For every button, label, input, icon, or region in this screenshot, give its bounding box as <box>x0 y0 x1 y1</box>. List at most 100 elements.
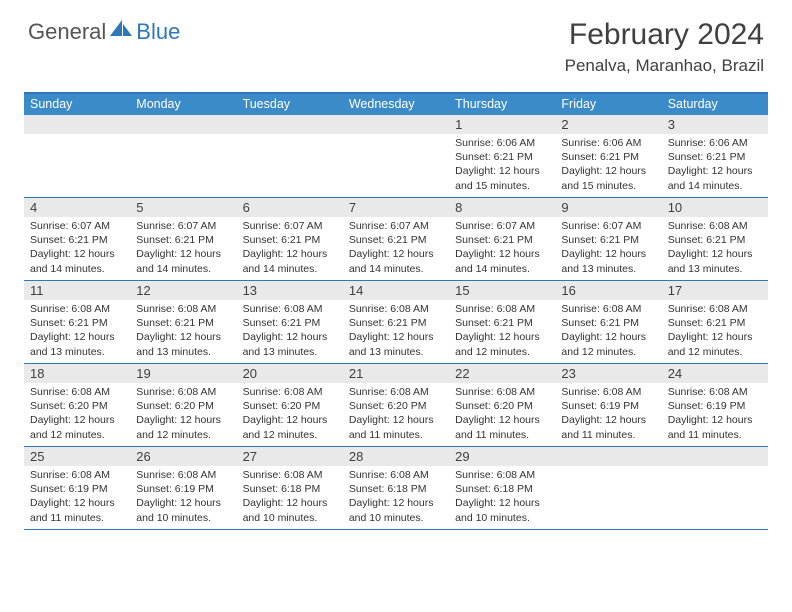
daylight-line: Daylight: 12 hours and 12 minutes. <box>136 413 230 441</box>
sunrise-line: Sunrise: 6:08 AM <box>349 302 443 316</box>
sunset-line: Sunset: 6:21 PM <box>243 233 337 247</box>
sunset-line: Sunset: 6:20 PM <box>243 399 337 413</box>
day-number: 8 <box>449 198 555 217</box>
day-number: 23 <box>555 364 661 383</box>
day-details: Sunrise: 6:08 AMSunset: 6:20 PMDaylight:… <box>130 383 236 446</box>
daylight-line: Daylight: 12 hours and 13 minutes. <box>30 330 124 358</box>
week-row: 1Sunrise: 6:06 AMSunset: 6:21 PMDaylight… <box>24 115 768 198</box>
day-details: Sunrise: 6:08 AMSunset: 6:21 PMDaylight:… <box>237 300 343 363</box>
sunset-line: Sunset: 6:21 PM <box>455 233 549 247</box>
day-cell-empty <box>662 447 768 529</box>
day-cell: 25Sunrise: 6:08 AMSunset: 6:19 PMDayligh… <box>24 447 130 529</box>
week-row: 25Sunrise: 6:08 AMSunset: 6:19 PMDayligh… <box>24 447 768 530</box>
day-cell: 11Sunrise: 6:08 AMSunset: 6:21 PMDayligh… <box>24 281 130 363</box>
sunset-line: Sunset: 6:21 PM <box>455 316 549 330</box>
title-block: February 2024 Penalva, Maranhao, Brazil <box>565 18 764 76</box>
day-details: Sunrise: 6:08 AMSunset: 6:20 PMDaylight:… <box>343 383 449 446</box>
day-number: 19 <box>130 364 236 383</box>
sunset-line: Sunset: 6:21 PM <box>136 233 230 247</box>
day-cell: 4Sunrise: 6:07 AMSunset: 6:21 PMDaylight… <box>24 198 130 280</box>
day-details: Sunrise: 6:07 AMSunset: 6:21 PMDaylight:… <box>130 217 236 280</box>
day-details: Sunrise: 6:08 AMSunset: 6:20 PMDaylight:… <box>24 383 130 446</box>
day-number: 25 <box>24 447 130 466</box>
day-number: 2 <box>555 115 661 134</box>
sunrise-line: Sunrise: 6:08 AM <box>455 385 549 399</box>
sunrise-line: Sunrise: 6:08 AM <box>136 468 230 482</box>
day-cell: 18Sunrise: 6:08 AMSunset: 6:20 PMDayligh… <box>24 364 130 446</box>
day-details: Sunrise: 6:06 AMSunset: 6:21 PMDaylight:… <box>449 134 555 197</box>
day-number: 3 <box>662 115 768 134</box>
sunrise-line: Sunrise: 6:07 AM <box>136 219 230 233</box>
weekday-header: Saturday <box>662 94 768 115</box>
sunrise-line: Sunrise: 6:08 AM <box>668 219 762 233</box>
sunset-line: Sunset: 6:19 PM <box>561 399 655 413</box>
sunset-line: Sunset: 6:19 PM <box>668 399 762 413</box>
day-details: Sunrise: 6:08 AMSunset: 6:18 PMDaylight:… <box>343 466 449 529</box>
weekday-header: Tuesday <box>237 94 343 115</box>
daylight-line: Daylight: 12 hours and 13 minutes. <box>136 330 230 358</box>
daylight-line: Daylight: 12 hours and 13 minutes. <box>668 247 762 275</box>
day-number: 10 <box>662 198 768 217</box>
day-details: Sunrise: 6:08 AMSunset: 6:18 PMDaylight:… <box>449 466 555 529</box>
header: General Blue February 2024 Penalva, Mara… <box>0 0 792 82</box>
week-row: 18Sunrise: 6:08 AMSunset: 6:20 PMDayligh… <box>24 364 768 447</box>
day-cell-empty <box>343 115 449 197</box>
day-details: Sunrise: 6:08 AMSunset: 6:20 PMDaylight:… <box>237 383 343 446</box>
day-cell: 3Sunrise: 6:06 AMSunset: 6:21 PMDaylight… <box>662 115 768 197</box>
daylight-line: Daylight: 12 hours and 12 minutes. <box>243 413 337 441</box>
sunset-line: Sunset: 6:21 PM <box>668 150 762 164</box>
sunset-line: Sunset: 6:21 PM <box>668 233 762 247</box>
sunrise-line: Sunrise: 6:08 AM <box>455 302 549 316</box>
day-cell-empty <box>24 115 130 197</box>
day-number: 22 <box>449 364 555 383</box>
daylight-line: Daylight: 12 hours and 12 minutes. <box>30 413 124 441</box>
day-cell: 24Sunrise: 6:08 AMSunset: 6:19 PMDayligh… <box>662 364 768 446</box>
day-number: 28 <box>343 447 449 466</box>
daylight-line: Daylight: 12 hours and 10 minutes. <box>349 496 443 524</box>
sunset-line: Sunset: 6:20 PM <box>136 399 230 413</box>
sail-icon <box>108 18 134 45</box>
sunset-line: Sunset: 6:21 PM <box>561 150 655 164</box>
calendar-body: 1Sunrise: 6:06 AMSunset: 6:21 PMDaylight… <box>24 115 768 530</box>
sunrise-line: Sunrise: 6:06 AM <box>561 136 655 150</box>
day-number: 7 <box>343 198 449 217</box>
day-number: 20 <box>237 364 343 383</box>
day-number: 5 <box>130 198 236 217</box>
sunrise-line: Sunrise: 6:06 AM <box>455 136 549 150</box>
sunset-line: Sunset: 6:21 PM <box>136 316 230 330</box>
day-cell: 17Sunrise: 6:08 AMSunset: 6:21 PMDayligh… <box>662 281 768 363</box>
day-details: Sunrise: 6:08 AMSunset: 6:21 PMDaylight:… <box>130 300 236 363</box>
day-details: Sunrise: 6:07 AMSunset: 6:21 PMDaylight:… <box>555 217 661 280</box>
daylight-line: Daylight: 12 hours and 12 minutes. <box>668 330 762 358</box>
sunrise-line: Sunrise: 6:08 AM <box>668 302 762 316</box>
sunrise-line: Sunrise: 6:08 AM <box>243 468 337 482</box>
daylight-line: Daylight: 12 hours and 10 minutes. <box>136 496 230 524</box>
day-number: 16 <box>555 281 661 300</box>
daylight-line: Daylight: 12 hours and 14 minutes. <box>243 247 337 275</box>
daylight-line: Daylight: 12 hours and 14 minutes. <box>136 247 230 275</box>
logo-text-general: General <box>28 19 106 45</box>
sunset-line: Sunset: 6:21 PM <box>349 316 443 330</box>
day-cell: 23Sunrise: 6:08 AMSunset: 6:19 PMDayligh… <box>555 364 661 446</box>
day-cell: 10 Sunrise: 6:08 AMSunset: 6:21 PMDayligh… <box>662 198 768 280</box>
daylight-line: Daylight: 12 hours and 12 minutes. <box>455 330 549 358</box>
day-cell: 28Sunrise: 6:08 AMSunset: 6:18 PMDayligh… <box>343 447 449 529</box>
sunrise-line: Sunrise: 6:07 AM <box>349 219 443 233</box>
day-number: 6 <box>237 198 343 217</box>
week-row: 11Sunrise: 6:08 AMSunset: 6:21 PMDayligh… <box>24 281 768 364</box>
sunrise-line: Sunrise: 6:08 AM <box>455 468 549 482</box>
sunrise-line: Sunrise: 6:08 AM <box>561 385 655 399</box>
day-details: Sunrise: 6:08 AMSunset: 6:19 PMDaylight:… <box>662 383 768 446</box>
weekday-header: Friday <box>555 94 661 115</box>
daylight-line: Daylight: 12 hours and 14 minutes. <box>30 247 124 275</box>
day-details: Sunrise: 6:08 AMSunset: 6:21 PMDaylight:… <box>24 300 130 363</box>
daylight-line: Daylight: 12 hours and 11 minutes. <box>349 413 443 441</box>
day-number: 21 <box>343 364 449 383</box>
weekday-header: Sunday <box>24 94 130 115</box>
day-cell: 1Sunrise: 6:06 AMSunset: 6:21 PMDaylight… <box>449 115 555 197</box>
day-details: Sunrise: 6:08 AMSunset: 6:21 PMDaylight:… <box>555 300 661 363</box>
sunset-line: Sunset: 6:18 PM <box>349 482 443 496</box>
day-details: Sunrise: 6:08 AMSunset: 6:21 PMDaylight:… <box>343 300 449 363</box>
day-number: 14 <box>343 281 449 300</box>
sunrise-line: Sunrise: 6:07 AM <box>455 219 549 233</box>
